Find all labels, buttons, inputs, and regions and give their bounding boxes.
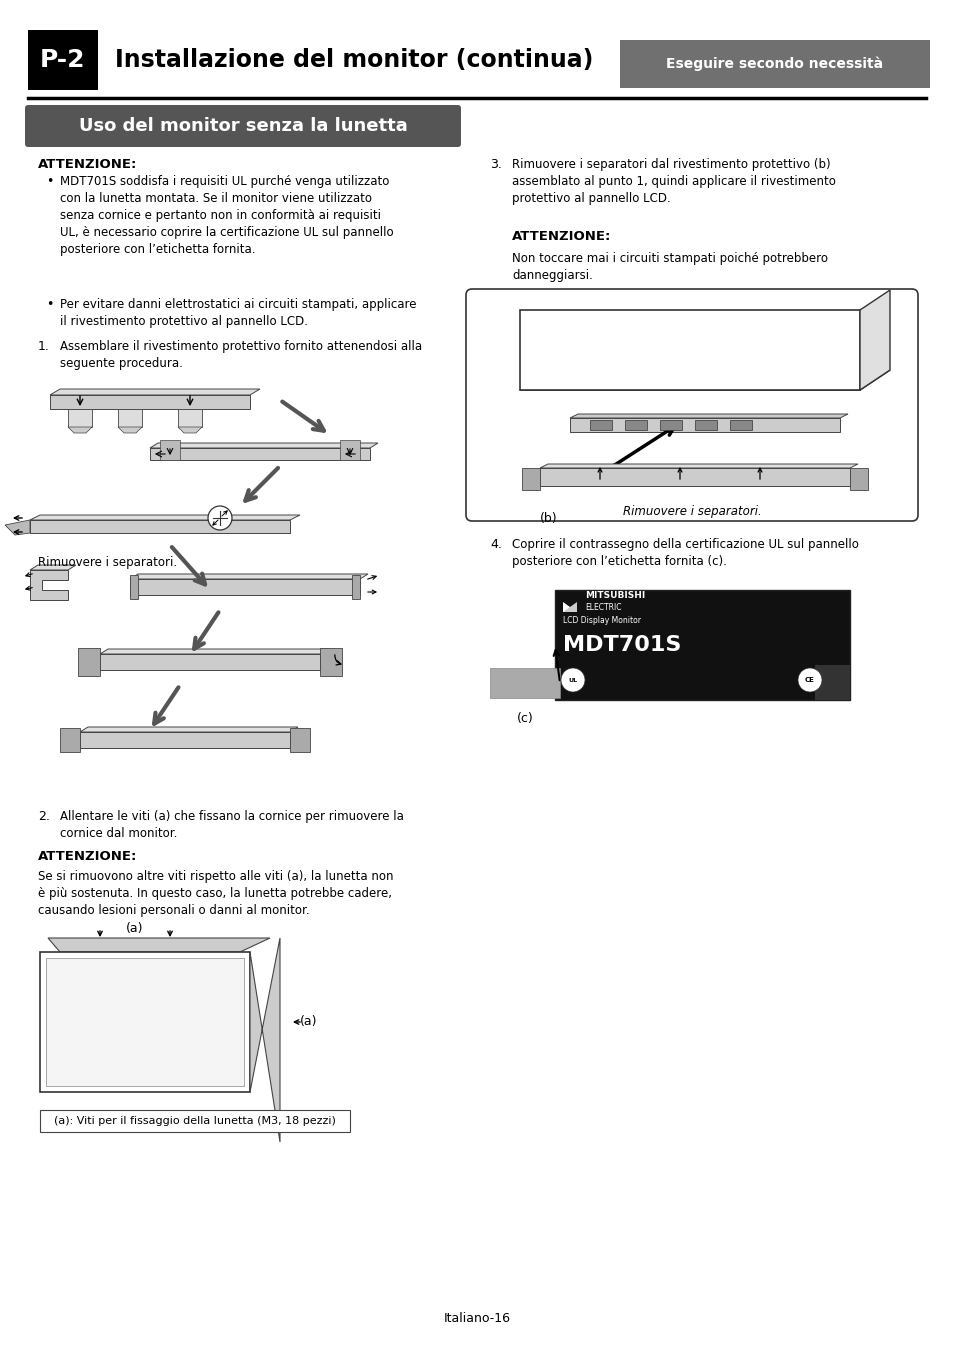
Bar bbox=[339, 440, 359, 460]
Text: 4.: 4. bbox=[490, 539, 501, 551]
Bar bbox=[290, 728, 310, 752]
Polygon shape bbox=[118, 427, 142, 433]
Text: Non toccare mai i circuiti stampati poiché potrebbero
danneggiarsi.: Non toccare mai i circuiti stampati poic… bbox=[512, 252, 827, 282]
Text: •: • bbox=[46, 176, 53, 188]
Text: Rimuovere i separatori.: Rimuovere i separatori. bbox=[38, 556, 177, 568]
Polygon shape bbox=[562, 602, 577, 612]
Polygon shape bbox=[30, 566, 76, 570]
Bar bbox=[100, 653, 319, 670]
Bar bbox=[319, 648, 341, 676]
Bar bbox=[729, 420, 751, 431]
Text: Eseguire secondo necessità: Eseguire secondo necessità bbox=[666, 57, 882, 72]
Polygon shape bbox=[562, 602, 577, 612]
Bar bbox=[40, 1110, 350, 1133]
Text: •: • bbox=[46, 298, 53, 311]
Text: Rimuovere i separatori dal rivestimento protettivo (b)
assemblato al punto 1, qu: Rimuovere i separatori dal rivestimento … bbox=[512, 158, 835, 205]
Text: Assemblare il rivestimento protettivo fornito attenendosi alla
seguente procedur: Assemblare il rivestimento protettivo fo… bbox=[60, 340, 421, 370]
Polygon shape bbox=[178, 427, 202, 433]
Text: ATTENZIONE:: ATTENZIONE: bbox=[38, 850, 137, 863]
Text: Allentare le viti (a) che fissano la cornice per rimuovere la
cornice dal monito: Allentare le viti (a) che fissano la cor… bbox=[60, 810, 403, 840]
Text: CE: CE bbox=[804, 676, 814, 683]
Bar bbox=[178, 409, 202, 427]
Polygon shape bbox=[50, 396, 250, 409]
Text: MDT701S soddisfa i requisiti UL purché venga utilizzato
con la lunetta montata. : MDT701S soddisfa i requisiti UL purché v… bbox=[60, 176, 394, 256]
Bar bbox=[619, 40, 929, 88]
Circle shape bbox=[797, 668, 821, 693]
Text: LCD Display Monitor: LCD Display Monitor bbox=[562, 616, 640, 625]
Text: Rimuovere i separatori.: Rimuovere i separatori. bbox=[622, 505, 760, 518]
Text: (a): (a) bbox=[299, 1015, 317, 1029]
Text: Per evitare danni elettrostatici ai circuiti stampati, applicare
il rivestimento: Per evitare danni elettrostatici ai circ… bbox=[60, 298, 416, 328]
Polygon shape bbox=[30, 570, 68, 599]
Bar bbox=[624, 420, 646, 431]
Bar bbox=[30, 520, 290, 533]
Polygon shape bbox=[150, 443, 377, 448]
Text: ATTENZIONE:: ATTENZIONE: bbox=[38, 158, 137, 171]
Text: 1.: 1. bbox=[38, 340, 50, 352]
Bar bbox=[118, 409, 142, 427]
Text: MITSUBISHI: MITSUBISHI bbox=[584, 591, 644, 599]
Polygon shape bbox=[80, 728, 297, 732]
Bar bbox=[352, 575, 359, 599]
Polygon shape bbox=[519, 370, 889, 390]
Bar bbox=[60, 728, 80, 752]
Polygon shape bbox=[250, 938, 280, 1142]
Text: UL: UL bbox=[568, 678, 577, 683]
Polygon shape bbox=[5, 520, 30, 535]
Polygon shape bbox=[519, 310, 859, 390]
Polygon shape bbox=[859, 290, 889, 390]
Text: Uso del monitor senza la lunetta: Uso del monitor senza la lunetta bbox=[78, 117, 407, 135]
Text: (b): (b) bbox=[539, 512, 558, 525]
Bar bbox=[40, 952, 250, 1092]
Bar bbox=[150, 448, 370, 460]
Bar bbox=[659, 420, 681, 431]
Text: (c): (c) bbox=[517, 711, 533, 725]
Bar bbox=[490, 668, 559, 698]
Polygon shape bbox=[569, 414, 847, 418]
Bar bbox=[539, 468, 849, 486]
Bar bbox=[814, 666, 849, 701]
Text: Italiano-16: Italiano-16 bbox=[443, 1311, 510, 1324]
Text: 3.: 3. bbox=[490, 158, 501, 171]
Bar bbox=[569, 418, 840, 432]
Bar bbox=[160, 440, 180, 460]
Polygon shape bbox=[48, 938, 270, 952]
FancyBboxPatch shape bbox=[25, 105, 460, 147]
Bar bbox=[80, 732, 290, 748]
Polygon shape bbox=[50, 389, 260, 396]
Polygon shape bbox=[68, 427, 91, 433]
Bar bbox=[130, 575, 138, 599]
Bar bbox=[28, 30, 98, 90]
Bar bbox=[695, 420, 717, 431]
Text: (a): (a) bbox=[126, 922, 144, 936]
Bar bbox=[849, 468, 867, 490]
Polygon shape bbox=[30, 514, 299, 520]
Polygon shape bbox=[100, 649, 328, 653]
Bar bbox=[521, 468, 539, 490]
Text: 2.: 2. bbox=[38, 810, 50, 824]
Circle shape bbox=[208, 506, 232, 531]
Bar bbox=[78, 648, 100, 676]
Polygon shape bbox=[130, 574, 368, 579]
Text: ATTENZIONE:: ATTENZIONE: bbox=[512, 230, 611, 243]
Text: (a): Viti per il fissaggio della lunetta (M3, 18 pezzi): (a): Viti per il fissaggio della lunetta… bbox=[54, 1116, 335, 1126]
Text: MDT701S: MDT701S bbox=[562, 634, 680, 655]
Text: Installazione del monitor (continua): Installazione del monitor (continua) bbox=[115, 49, 593, 72]
Bar bbox=[46, 958, 244, 1085]
Text: Se si rimuovono altre viti rispetto alle viti (a), la lunetta non
è più sostenut: Se si rimuovono altre viti rispetto alle… bbox=[38, 869, 393, 917]
Text: ELECTRIC: ELECTRIC bbox=[584, 603, 620, 612]
Circle shape bbox=[560, 668, 584, 693]
Text: P-2: P-2 bbox=[40, 49, 86, 72]
Bar bbox=[68, 409, 91, 427]
Polygon shape bbox=[539, 464, 857, 468]
FancyBboxPatch shape bbox=[465, 289, 917, 521]
Bar bbox=[589, 420, 612, 431]
Text: Coprire il contrassegno della certificazione UL sul pannello
posteriore con l’et: Coprire il contrassegno della certificaz… bbox=[512, 539, 858, 568]
Bar bbox=[130, 579, 359, 595]
Bar bbox=[555, 590, 849, 701]
